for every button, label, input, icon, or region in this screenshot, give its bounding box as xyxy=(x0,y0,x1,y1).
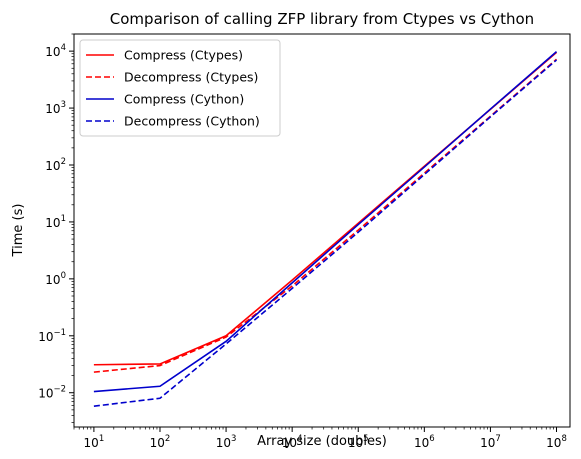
legend-box xyxy=(79,39,281,137)
legend-label: Compress (Ctypes) xyxy=(124,48,243,63)
axis-ticks: 101 102 103 104 105 106 107 108 10−2 10−1 100 101 10… xyxy=(38,33,567,450)
x-tick-label: 101 xyxy=(84,434,105,450)
series-line-4 xyxy=(93,59,558,407)
legend: Compress (Ctypes) Decompress (Ctypes) Comp… xyxy=(79,39,281,137)
x-tick-label: 105 xyxy=(348,434,369,450)
y-tick-label: 104 xyxy=(45,43,66,59)
y-axis-label: Time (s) xyxy=(11,204,26,258)
y-tick-label: 101 xyxy=(45,214,66,230)
x-tick-label: 108 xyxy=(546,434,567,450)
y-tick-label: 100 xyxy=(45,271,66,287)
y-tick-label: 10−1 xyxy=(38,328,66,344)
legend-label: Compress (Cython) xyxy=(124,92,244,107)
y-tick-label: 10−2 xyxy=(38,385,66,401)
x-tick-label: 104 xyxy=(282,434,303,450)
x-tick-label: 102 xyxy=(150,434,171,450)
legend-label: Decompress (Ctypes) xyxy=(124,70,258,85)
x-tick-label: 106 xyxy=(414,434,435,450)
x-tick-label: 103 xyxy=(216,434,237,450)
y-tick-label: 102 xyxy=(45,157,66,173)
x-tick-label: 107 xyxy=(480,434,501,450)
series-lines xyxy=(93,51,558,407)
series-line-3 xyxy=(93,51,558,393)
x-axis-label: Array size (doubles) xyxy=(257,434,387,449)
y-tick-label: 103 xyxy=(45,100,66,116)
legend-label: Decompress (Cython) xyxy=(124,114,260,129)
chart-title: Comparison of calling ZFP library from C… xyxy=(110,10,534,28)
